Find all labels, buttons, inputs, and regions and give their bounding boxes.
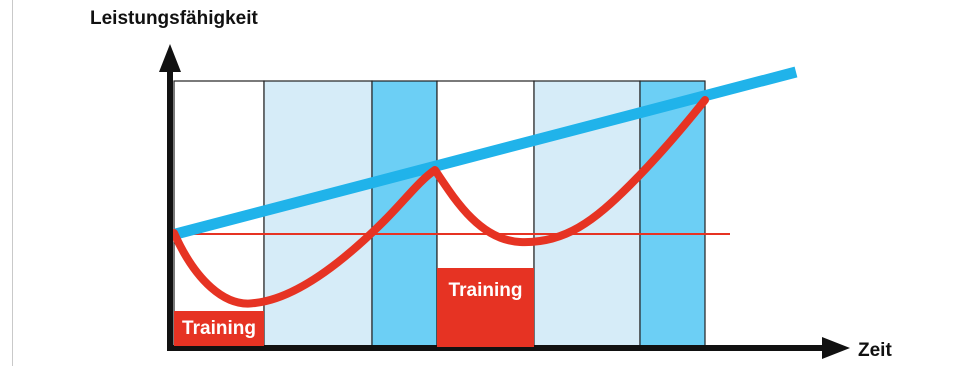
training-box-2: Training	[437, 268, 534, 347]
training-label-1: Training	[182, 317, 256, 339]
training-box-1: Training	[174, 311, 264, 346]
phase-band-dark-2	[639, 80, 706, 348]
y-axis-label: Leistungsfähigkeit	[90, 8, 258, 29]
trend-line	[170, 66, 798, 241]
y-axis-arrow	[159, 44, 181, 72]
performance-curve	[170, 96, 709, 308]
x-axis-label: Zeit	[858, 340, 892, 361]
x-axis-arrow	[822, 337, 850, 359]
phase-band-dark-1	[371, 80, 438, 348]
left-divider	[12, 0, 13, 366]
phase-band-light-1	[263, 80, 373, 348]
training-label-2: Training	[448, 280, 523, 301]
